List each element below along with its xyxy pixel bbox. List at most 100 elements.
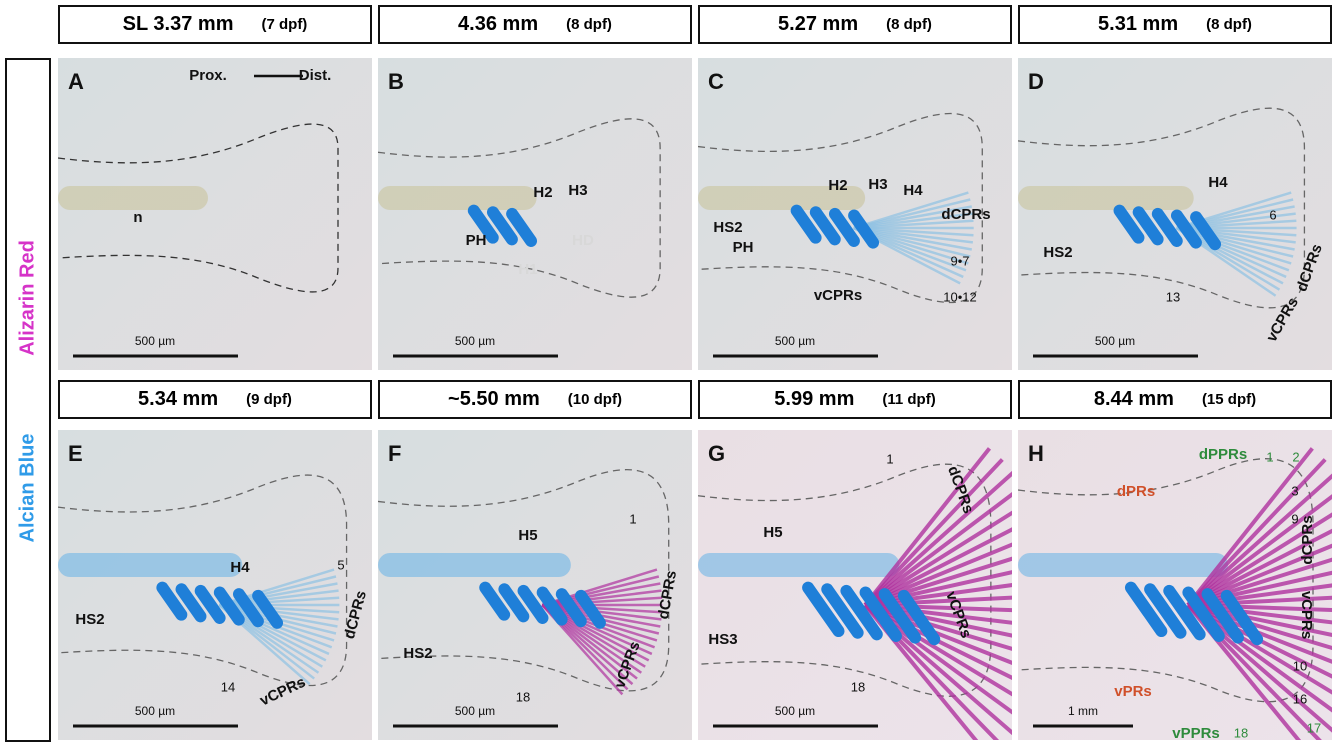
- annotation: 17: [1307, 720, 1321, 735]
- panel-stage: (8 dpf): [1206, 16, 1252, 33]
- panel-title: 4.36 mm: [458, 13, 538, 36]
- annotation: 2: [1292, 449, 1299, 464]
- figure: Alizarin Red Alcian Blue SL 3.37 mm (7 dp…: [0, 0, 1342, 743]
- background: [378, 430, 692, 740]
- stain-legend-box: [6, 59, 50, 741]
- annotation: HS2: [1043, 244, 1072, 261]
- notochord: [378, 553, 571, 577]
- annotation: 18: [1234, 725, 1248, 740]
- notochord: [378, 186, 537, 210]
- panel-letter: H: [1028, 441, 1044, 466]
- annotation: HS2: [713, 219, 742, 236]
- panel-letter: D: [1028, 69, 1044, 94]
- annotation: dCPRs: [1299, 515, 1316, 564]
- notochord: [58, 186, 208, 210]
- annotation: 1: [886, 451, 893, 466]
- panel-letter: E: [68, 441, 83, 466]
- annotation: HD: [572, 232, 594, 249]
- annotation: H5: [763, 524, 782, 541]
- panel-stage: (11 dpf): [882, 391, 935, 408]
- annotation: n: [133, 209, 142, 226]
- annotation: 10•12: [943, 289, 976, 304]
- annotation: H3: [568, 182, 587, 199]
- panel-header: SL 3.37 mm (7 dpf): [58, 5, 372, 44]
- annotation: H2: [828, 177, 847, 194]
- annotation: dCPRs: [941, 206, 990, 223]
- annotation: vPPRs: [1172, 725, 1220, 740]
- background: [58, 58, 372, 370]
- annotation: 18: [851, 679, 865, 694]
- annotation: dPPRs: [1199, 446, 1247, 463]
- panel-image: A 500 µm Prox. Dist. n: [58, 58, 372, 370]
- scale-bar-label: 500 µm: [455, 704, 495, 718]
- scale-bar-label: 500 µm: [135, 334, 175, 348]
- panel-title: 5.99 mm: [774, 388, 854, 411]
- panel-stage: (8 dpf): [886, 16, 932, 33]
- annotation: H2: [533, 184, 552, 201]
- annotation: HS2: [75, 611, 104, 628]
- annotation: HS2: [403, 645, 432, 662]
- scale-bar-label: 500 µm: [455, 334, 495, 348]
- panel-letter: G: [708, 441, 725, 466]
- annotation: 1: [1266, 449, 1273, 464]
- scale-bar-label: 1 mm: [1068, 704, 1098, 718]
- annotation: HS3: [708, 631, 737, 648]
- panel-header: 5.27 mm (8 dpf): [698, 5, 1012, 44]
- scale-bar-label: 500 µm: [775, 704, 815, 718]
- panel-title: 5.31 mm: [1098, 13, 1178, 36]
- stain-label: Alizarin Red: [16, 240, 38, 356]
- annotation: H1: [518, 261, 537, 278]
- annotation: 3: [1291, 483, 1298, 498]
- panel-title: 8.44 mm: [1094, 388, 1174, 411]
- panel-stage: (9 dpf): [246, 391, 292, 408]
- annotation: 1: [629, 511, 636, 526]
- panel-header: ~5.50 mm (10 dpf): [378, 380, 692, 419]
- panel-stage: (8 dpf): [566, 16, 612, 33]
- annotation: dPRs: [1117, 483, 1155, 500]
- stain-legend: Alizarin Red Alcian Blue: [5, 58, 51, 742]
- annotation: 14: [221, 679, 235, 694]
- annotation: H4: [903, 182, 923, 199]
- panel-image: B 500 µm PH H2 H3 H1 HD: [378, 58, 692, 370]
- panel-letter: B: [388, 69, 404, 94]
- panel-title: 5.34 mm: [138, 388, 218, 411]
- annotation: vCPRs: [1298, 591, 1315, 639]
- notochord: [1018, 186, 1194, 210]
- annotation: vPRs: [1114, 683, 1152, 700]
- panel-letter: A: [68, 69, 84, 94]
- notochord: [58, 553, 242, 577]
- panel-header: 8.44 mm (15 dpf): [1018, 380, 1332, 419]
- panel-letter: F: [388, 441, 401, 466]
- annotation: H3: [868, 176, 887, 193]
- panel-header: 5.31 mm (8 dpf): [1018, 5, 1332, 44]
- annotation: 10: [1293, 658, 1307, 673]
- panel-title: 5.27 mm: [778, 13, 858, 36]
- panel-stage: (15 dpf): [1202, 391, 1256, 408]
- panel-title: ~5.50 mm: [448, 388, 540, 411]
- panel-stage: (10 dpf): [568, 391, 622, 408]
- annotation: PH: [466, 232, 487, 249]
- stain-label: Alcian Blue: [16, 434, 38, 543]
- scale-bar-label: 500 µm: [135, 704, 175, 718]
- background: [378, 58, 692, 370]
- annotation: H4: [1208, 174, 1228, 191]
- annotation: Dist.: [299, 67, 332, 84]
- annotation: 9: [1291, 511, 1298, 526]
- panel-title: SL 3.37 mm: [123, 13, 234, 36]
- scale-bar-label: 500 µm: [1095, 334, 1135, 348]
- annotation: H5: [518, 527, 537, 544]
- annotation: vCPRs: [814, 287, 862, 304]
- annotation: PH: [733, 239, 754, 256]
- panel-stage: (7 dpf): [261, 16, 307, 33]
- annotation: Prox.: [189, 67, 227, 84]
- panel-letter: C: [708, 69, 724, 94]
- annotation: 13: [1166, 289, 1180, 304]
- annotation: 16: [1293, 691, 1307, 706]
- annotation: 5: [337, 557, 344, 572]
